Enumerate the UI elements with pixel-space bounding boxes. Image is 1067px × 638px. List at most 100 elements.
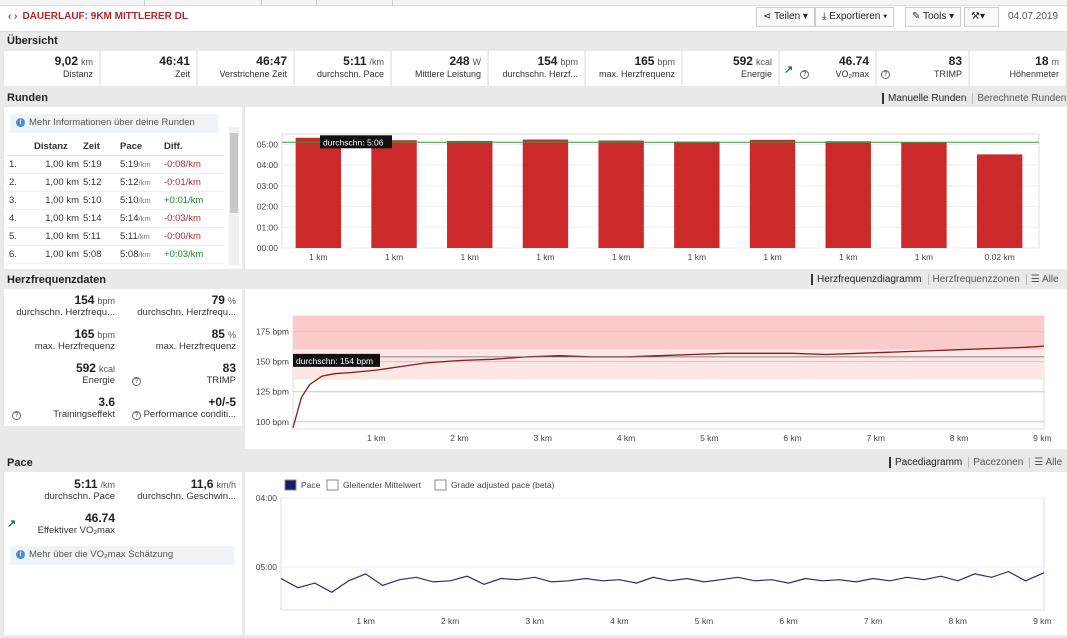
hr-zone-band [293, 349, 1044, 380]
stat-unit: bpm [97, 330, 115, 340]
help-icon[interactable]: ? [881, 70, 890, 79]
lap-pace-unit: /km [138, 195, 151, 205]
tools-button[interactable]: ✎ Tools ▾ [905, 7, 962, 27]
trimp-stat: ? 83 TRIMP [122, 361, 236, 386]
tab-manual-laps[interactable]: Manuelle Runden [882, 93, 967, 104]
lap-bar [825, 141, 871, 248]
info-icon: i [16, 117, 25, 127]
x-tick-label: 9 km [1033, 616, 1051, 626]
hr-avg-pct-stat: 79% durchschn. Herzfrequ... [122, 293, 236, 318]
pace-stats-panel: 5:11/km durchschn. Pace 11,6 km/h durchschn… [4, 472, 242, 635]
table-row[interactable]: 2. 1,00 km 5:12 5:12/km -0:01/km [7, 173, 224, 192]
table-row[interactable]: 6. 1,00 km 5:08 5:08/km +0:03/km [7, 245, 224, 264]
help-icon[interactable]: ? [12, 411, 21, 420]
help-icon[interactable]: ? [132, 377, 141, 386]
help-icon[interactable]: ? [800, 70, 809, 79]
tab[interactable] [317, 0, 393, 6]
tab-hr-zones[interactable]: Herzfrequenzzonen [927, 274, 1020, 285]
x-tick-label: 4 km [617, 433, 635, 443]
laps-table: Distanz Zeit Pace Diff. 1. 1,00 km 5:19 5:19/k… [7, 138, 224, 264]
y-tick-label: 04:00 [257, 160, 279, 170]
tab-pace-zones[interactable]: Pacezonen [968, 457, 1024, 468]
help-icon[interactable]: ? [132, 411, 141, 420]
kpi-time: 46:41 Zeit [101, 51, 197, 86]
tab[interactable] [262, 0, 317, 6]
x-tick-label: 0.02 km [985, 252, 1015, 262]
lap-bar [447, 140, 493, 248]
stat-label: durchschn. Herzfrequ... [16, 307, 115, 318]
lap-diff: -0:00/km [162, 227, 224, 246]
lap-pace: 5:08 [120, 248, 139, 260]
heart-stats-panel: 154 bpm durchschn. Herzfrequ... 79% durchsc… [4, 289, 242, 426]
laps-info[interactable]: i Mehr Informationen über deine Runden [10, 114, 218, 133]
kpi-value: 46:47 [256, 54, 287, 68]
kpi-elevation: 18 m Höhenmeter [970, 51, 1066, 86]
x-tick-label: 1 km [763, 252, 781, 262]
tab-hr-all[interactable]: ☰ Alle [1025, 274, 1059, 285]
y-tick-label: 125 bpm [256, 387, 289, 397]
stat-value: 11,6 [190, 477, 214, 491]
tab-pace-diagram[interactable]: Pacediagramm [889, 457, 963, 468]
kpi-value: 18 [1035, 54, 1049, 68]
kpi-unit: kcal [755, 57, 772, 67]
x-tick-label: 3 km [534, 433, 552, 443]
wrench-icon: ⚒ [971, 11, 980, 22]
tab[interactable] [145, 0, 262, 6]
lap-time: 5:14 [81, 209, 118, 228]
lap-distance: 1,00 km [32, 227, 81, 246]
stat-label: max. Herzfrequenz [34, 341, 115, 352]
table-row[interactable]: 1. 1,00 km 5:19 5:19/km -0:08/km [7, 155, 224, 174]
heart-heading: Herzfrequenzdaten [7, 274, 107, 286]
kpi-label: durchschn. Herzf... [502, 69, 578, 79]
lap-time: 5:11 [81, 227, 118, 246]
average-label: durchschn: 154 bpm [296, 356, 373, 366]
settings-button[interactable]: ⚒▾ [964, 7, 999, 27]
kpi-power: 248 W Mittlere Leistung [392, 51, 488, 86]
share-button[interactable]: ⋖ Teilen ▾ [756, 7, 815, 27]
kpi-value: 154 [537, 54, 558, 68]
pace-chart: Pace Gleitender Mittelwert Grade adjusted … [256, 479, 1052, 626]
x-tick-label: 1 km [839, 252, 857, 262]
kpi-value: 165 [634, 54, 655, 68]
kpi-label: Distanz [62, 69, 93, 79]
stat-value: 79 [211, 293, 225, 307]
stat-value: 154 [74, 293, 95, 307]
lap-pace: 5:12 [120, 176, 139, 188]
kpi-unit: /km [369, 57, 385, 67]
export-button[interactable]: ⤓ Exportieren ▾ [815, 7, 895, 27]
activity-title: ‹ › DAUERLAUF: 9KM MITTLERER DL [8, 11, 188, 22]
pace-avg-stat: 5:11/km durchschn. Pace [4, 477, 115, 502]
prev-next-icon[interactable]: ‹ › [8, 11, 18, 22]
table-row[interactable]: 5. 1,00 km 5:11 5:11/km -0:00/km [7, 227, 224, 246]
vo2max-info[interactable]: i Mehr über die VO₂max Schätzung [10, 546, 234, 565]
lap-index: 5. [7, 227, 32, 246]
col-index [7, 138, 32, 156]
tab-calculated-laps[interactable]: Berechnete Runden [972, 93, 1067, 104]
tab[interactable] [0, 0, 145, 6]
lap-diff: -0:08/km [162, 155, 224, 174]
lap-distance: 1,00 km [32, 173, 81, 192]
average-label-bg [293, 353, 380, 367]
kpi-label: Höhenmeter [1009, 69, 1059, 79]
kpi-elapsed: 46:47 Verstrichene Zeit [198, 51, 294, 86]
scrollbar-thumb[interactable] [230, 133, 238, 213]
y-tick-label: 05:00 [257, 139, 279, 149]
laps-scrollbar[interactable] [229, 127, 239, 265]
lap-pace-unit: /km [137, 231, 150, 241]
table-row[interactable]: 4. 1,00 km 5:14 5:14/km -0:03/km [7, 209, 224, 228]
lap-pace: 5:14 [120, 212, 139, 224]
tab-hr-diagram[interactable]: Herzfrequenzdiagramm [811, 274, 922, 285]
legend-swatch-grade-adjusted [434, 479, 447, 491]
stat-label: durchschn. Herzfrequ... [137, 307, 236, 318]
kpi-label: Zeit [174, 69, 190, 79]
x-tick-label: 6 km [779, 616, 797, 626]
lap-bar [749, 139, 796, 248]
tab-pace-all[interactable]: ☰ Alle [1029, 457, 1063, 468]
vo2max-info-text: Mehr über die VO₂max Schätzung [29, 549, 174, 560]
table-row[interactable]: 3. 1,00 km 5:10 5:10/km +0:01/km [7, 191, 224, 210]
list-icon: ☰ [1034, 457, 1046, 468]
speed-avg-stat: 11,6 km/h durchschn. Geschwin... [122, 477, 236, 502]
stat-unit: km/h [216, 480, 236, 490]
x-tick-label: 5 km [695, 616, 713, 626]
y-tick-label: 100 bpm [256, 417, 289, 427]
